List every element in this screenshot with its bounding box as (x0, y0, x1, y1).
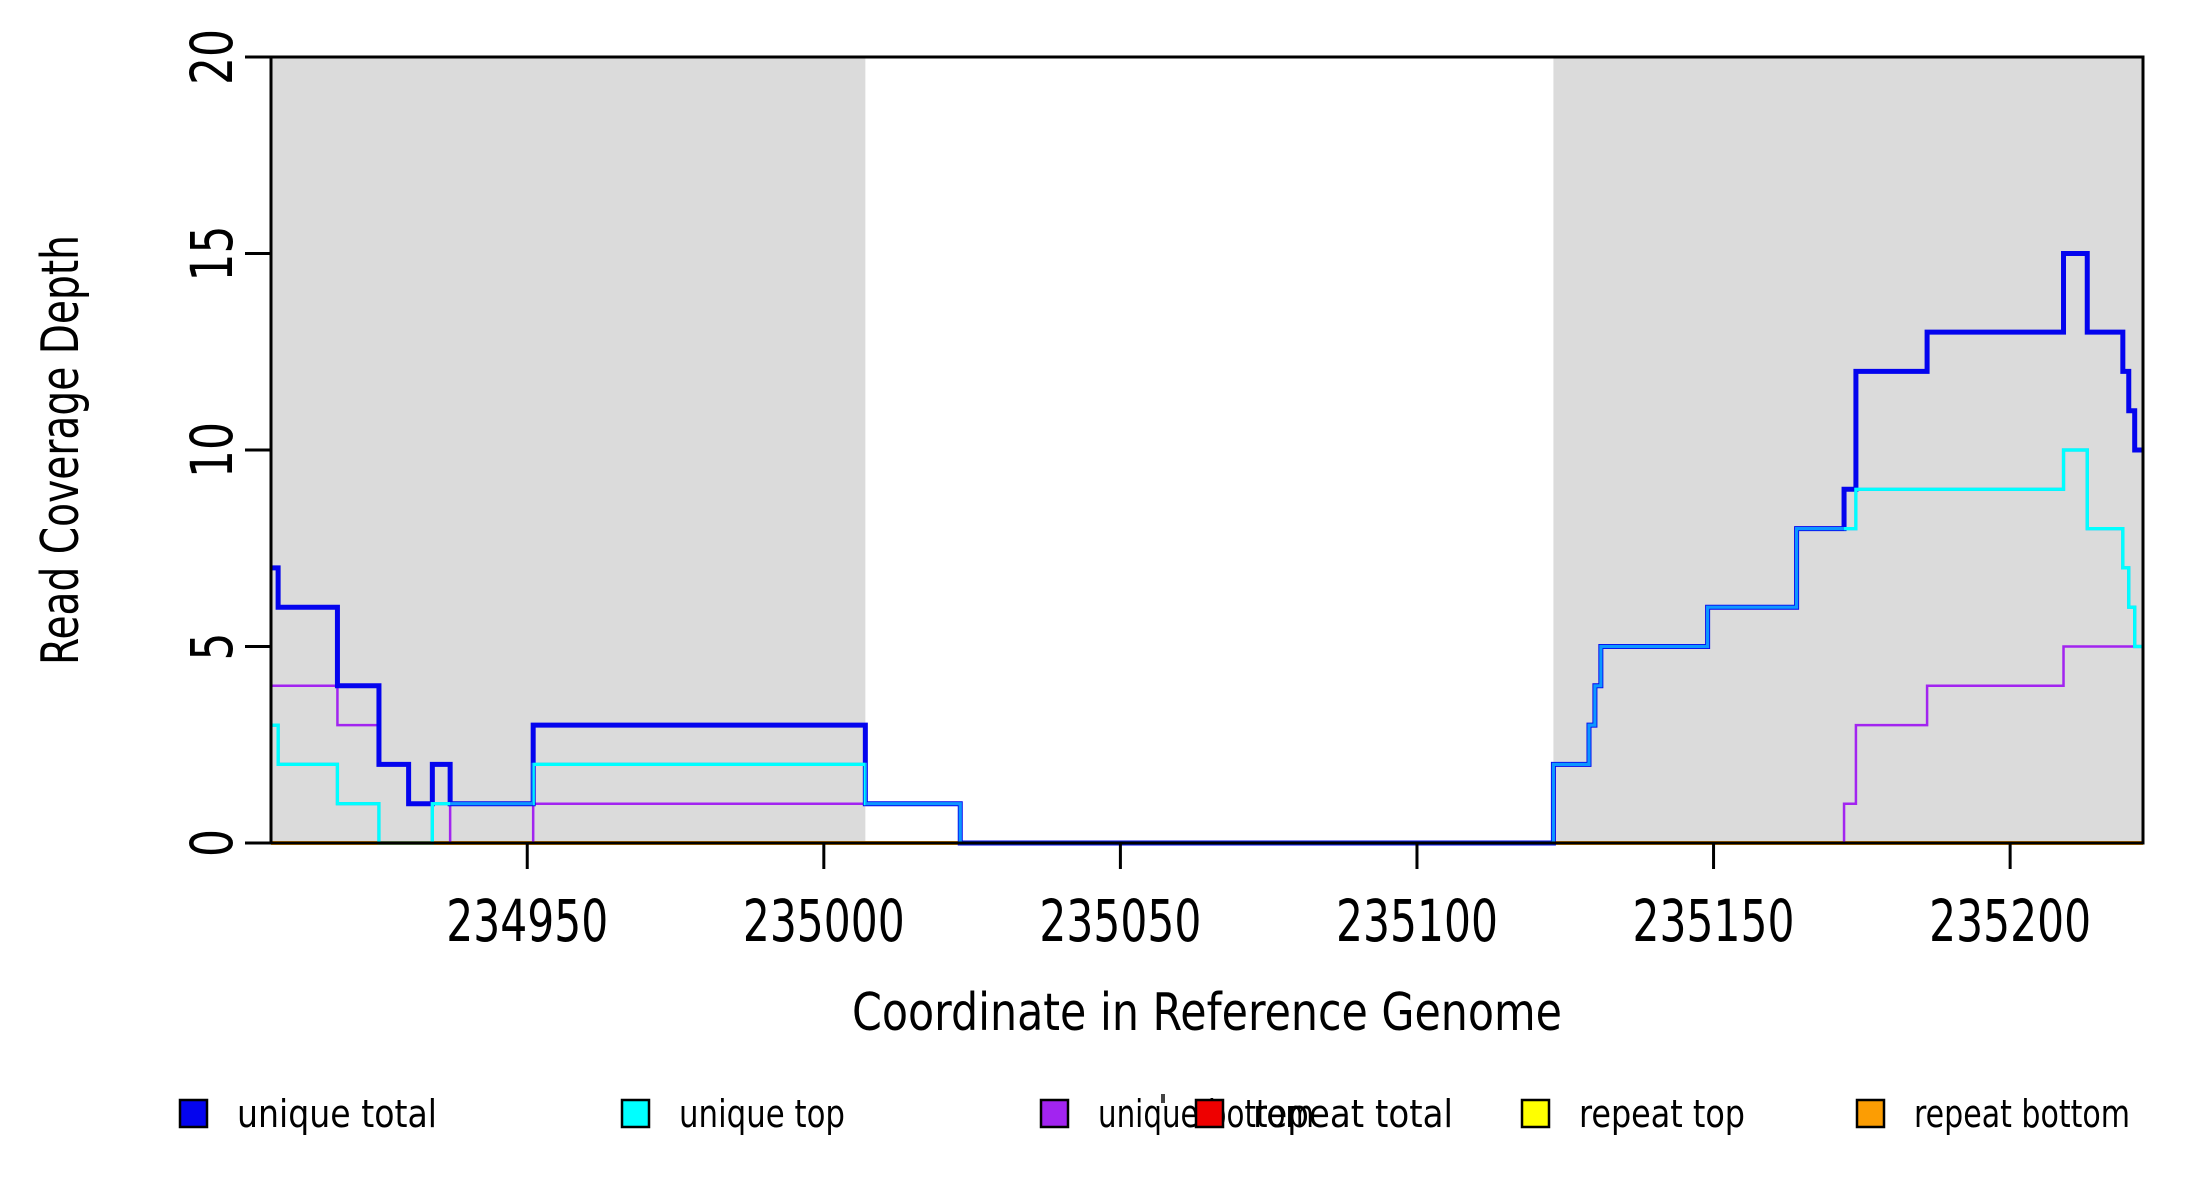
legend-label-repeat-bottom: repeat bottom (1914, 1092, 2130, 1136)
shaded-region (1553, 57, 2143, 843)
legend-swatch-repeat-bottom (1855, 1098, 1886, 1129)
legend-swatch-repeat-total (1194, 1098, 1225, 1129)
x-tick-label: 235000 (743, 887, 905, 955)
legend-swatch-unique-bottom (1039, 1098, 1070, 1129)
x-tick-label: 235100 (1336, 887, 1498, 955)
stray-mark (1161, 1094, 1165, 1103)
y-axis-title: Read Coverage Depth (31, 235, 91, 665)
y-tick-label: 15 (178, 226, 246, 282)
legend-label-repeat-top: repeat top (1579, 1092, 1745, 1136)
legend: unique total unique top unique bottomrepea… (178, 1092, 2130, 1136)
x-axis-ticks: 234950 235000 235050 235100 235150 235200 (446, 843, 2091, 955)
legend-swatch-unique-total (178, 1098, 209, 1129)
legend-swatch-unique-top (620, 1098, 651, 1129)
x-tick-label: 234950 (446, 887, 608, 955)
legend-label-unique-top: unique top (679, 1092, 845, 1136)
y-tick-label: 10 (178, 422, 246, 478)
x-axis-title: Coordinate in Reference Genome (852, 983, 1562, 1043)
legend-label-unique-total: unique total (237, 1092, 437, 1136)
shaded-region (271, 57, 866, 843)
x-tick-label: 235200 (1929, 887, 2091, 955)
y-tick-label: 0 (178, 829, 246, 857)
y-tick-label: 20 (178, 29, 246, 85)
x-tick-label: 235150 (1633, 887, 1795, 955)
y-axis-ticks: 0 5 10 15 20 (178, 29, 271, 857)
legend-label-repeat-total: repeat total (1253, 1092, 1453, 1136)
y-tick-label: 5 (178, 633, 246, 661)
shaded-regions (271, 57, 2143, 843)
legend-swatch-repeat-top (1520, 1098, 1551, 1129)
x-tick-label: 235050 (1039, 887, 1201, 955)
